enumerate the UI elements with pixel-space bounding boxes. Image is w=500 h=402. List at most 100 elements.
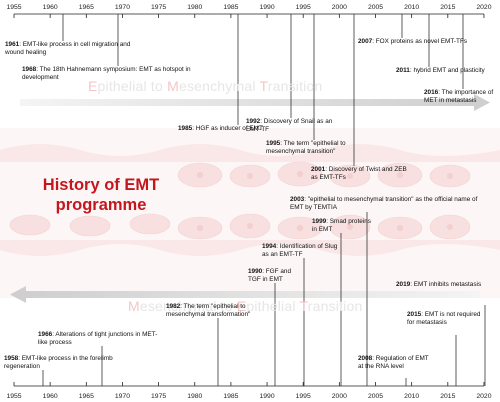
event-2019: 2019: EMT inhibits metastasis [396,281,482,288]
diagram-title: History of EMT programme [42,176,160,214]
event-text: EMT inhibits metastasis [413,281,482,288]
band-word: esenchymal [178,78,260,94]
cell-band-illustration [0,128,500,298]
event-1990: 1990: FGF and TGF in EMT [248,268,291,283]
band-word: ransition [267,78,323,94]
bottom-axis-tick-label: 2000 [332,393,347,400]
event-year: 1995 [266,140,281,147]
top-axis-tick-label: 1960 [43,4,58,11]
top-axis-tick-label: 1955 [6,4,21,11]
bottom-axis-tick-label: 1980 [187,393,202,400]
bottom-axis-tick-label: 2005 [368,393,383,400]
band-letter: E [88,78,98,94]
top-axis-tick-label: 1975 [151,4,166,11]
met-direction-arrow [10,286,480,303]
top-axis-tick-label: 2015 [440,4,455,11]
event-1966: 1966: Alterations of tight junctions in … [38,331,158,346]
event-year: 1982 [166,303,181,310]
top-axis-tick-label: 1995 [296,4,311,11]
event-1994: 1994: Identification of Slug as an EMT-T… [262,243,338,258]
top-axis-tick-label: 1965 [79,4,94,11]
band-word: pithelial to [97,78,168,94]
event-year: 2015 [407,311,422,318]
event-2015: 2015: EMT is not required for metastasis [407,311,481,326]
event-text: Regulation of EMT at the RNA level [358,355,429,370]
event-text: EMT is not required for metastasis [407,311,481,326]
band-word: esenchymal to [139,298,237,314]
event-1958: 1958: EMT-like process in the forelimb r… [4,355,113,370]
event-year: 2016 [424,89,439,96]
event-1999: 1999: Smad proteins in EMT [312,218,371,233]
event-text: Identification of Slug as an EMT-TF [262,243,338,258]
bottom-axis-tick-label: 1995 [296,393,311,400]
event-year: 2011 [396,67,410,74]
event-text: HGF as inducer of EMT [195,125,263,132]
bottom-axis-tick-label: 2015 [440,393,455,400]
event-year: 2003 [290,196,305,203]
bottom-axis-tick-label: 1975 [151,393,166,400]
bottom-axis-tick-label: 1960 [43,393,58,400]
event-year: 1985 [178,125,193,132]
band-letter: M [128,298,140,314]
event-1992: 1992: Discovery of Snail as an EMT-TF [246,118,333,133]
top-axis-tick-label: 1985 [223,4,238,11]
top-axis-tick-label: 1980 [187,4,202,11]
event-text: hybrid EMT and plasticity [413,67,485,74]
bottom-axis-tick-label: 1990 [259,393,274,400]
event-1985: 1985: HGF as inducer of EMT [178,125,263,132]
band-word: pithelial [246,298,300,314]
top-axis-tick-label: 2010 [404,4,419,11]
top-axis-tick-label: 1970 [115,4,130,11]
band-letter: M [167,78,179,94]
bottom-axis-tick-label: 1965 [79,393,94,400]
event-text: EMT-like process in the forelimb regener… [4,355,113,370]
event-text: Discovery of Twist and ZEB as EMT-TFs [311,166,407,181]
event-2008: 2008: Regulation of EMT at the RNA level [358,355,429,370]
event-1995: 1995: The term "epithelial to mesenchyma… [266,140,346,155]
event-year: 1966 [38,331,53,338]
band-label-met: Mesenchymal to Epithelial Transition [128,298,362,314]
event-text: Alterations of tight junctions in MET-li… [38,331,158,346]
event-year: 1994 [262,243,277,250]
event-text: The importance of MET in metastasis [424,89,494,104]
event-2016: 2016: The importance of MET in metastasi… [424,89,494,104]
event-year: 2008 [358,355,373,362]
event-1968: 1968: The 18th Hahnemann symposium: EMT … [22,66,191,81]
event-2001: 2001: Discovery of Twist and ZEB as EMT-… [311,166,407,181]
event-year: 1961 [5,41,20,48]
band-label-emt: Epithelial to Mesenchymal Transition [88,78,322,94]
bottom-axis-tick-label: 1985 [223,393,238,400]
band-letter: T [299,298,308,314]
event-2007: 2007: FOX proteins as novel EMT-TFs [358,38,468,45]
top-axis-tick-label: 1990 [259,4,274,11]
event-text: The 18th Hahnemann symposium: EMT as hot… [22,66,191,81]
event-year: 1958 [4,355,19,362]
event-text: The term "epithelial to mesenchymal tran… [166,303,251,318]
event-text: The term "epithelial to mesenchymal tran… [266,140,346,155]
event-year: 2001 [311,166,326,173]
bottom-axis-tick-label: 2010 [404,393,419,400]
band-word: ransition [307,298,363,314]
event-2011: 2011: hybrid EMT and plasticity [396,67,485,74]
top-axis-tick-label: 2020 [476,4,491,11]
event-year: 1968 [22,66,37,73]
top-axis-tick-label: 2005 [368,4,383,11]
event-year: 1992 [246,118,261,125]
event-text: "epithelial to mesenchymal transition" a… [290,196,478,211]
event-year: 1990 [248,268,263,275]
emt-direction-arrow [20,94,490,111]
bottom-axis-tick-label: 1970 [115,393,130,400]
event-year: 2007 [358,38,373,45]
band-letter: T [259,78,268,94]
event-1982: 1982: The term "epithelial to mesenchyma… [166,303,251,318]
band-letter: E [236,298,247,314]
event-1961: 1961: EMT-like process in cell migration… [5,41,131,56]
event-year: 2019 [396,281,411,288]
event-text: Smad proteins in EMT [312,218,371,233]
event-year: 1999 [312,218,327,225]
event-2003: 2003: "epithelial to mesenchymal transit… [290,196,478,211]
event-text: EMT-like process in cell migration and w… [5,41,131,56]
event-text: Discovery of Snail as an EMT-TF [246,118,333,133]
event-text: FGF and TGF in EMT [248,268,291,283]
